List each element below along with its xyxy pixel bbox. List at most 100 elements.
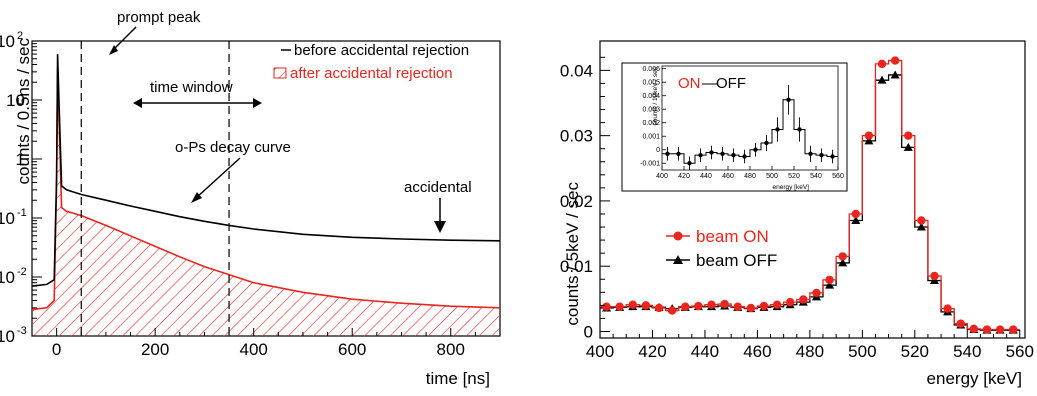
inset-x-tick-label: 500 bbox=[766, 173, 778, 180]
y-tick-label: 0.01 bbox=[560, 257, 593, 276]
beam-on-point bbox=[654, 303, 664, 313]
legend-on-marker bbox=[673, 231, 683, 241]
x-tick-label: 420 bbox=[638, 342, 666, 361]
beam-off-point bbox=[903, 142, 913, 151]
inset-x-tick-label: 460 bbox=[722, 173, 734, 180]
inset-point bbox=[687, 161, 692, 166]
y-tick-exponent: -2 bbox=[17, 266, 27, 278]
beam-on-point bbox=[877, 59, 887, 69]
inset-x-axis-title: energy [keV] bbox=[773, 184, 810, 191]
x-tick-label: 200 bbox=[141, 340, 169, 359]
y-tick-exponent: -3 bbox=[17, 325, 27, 337]
right-x-axis-title: energy [keV] bbox=[927, 369, 1022, 388]
inset-y-tick-label: 0.004 bbox=[642, 93, 660, 100]
time-window-label: time window bbox=[150, 79, 233, 96]
inset-point bbox=[786, 97, 791, 102]
y-tick-exponent: -1 bbox=[17, 207, 27, 219]
left-x-axis-title: time [ns] bbox=[426, 369, 490, 388]
legend-after-swatch bbox=[273, 67, 287, 79]
time-window-arrow bbox=[133, 98, 262, 108]
y-tick-label: 0 bbox=[584, 322, 593, 341]
inset-x-tick-label: 420 bbox=[678, 173, 690, 180]
inset-point bbox=[731, 152, 736, 158]
accidental-label: accidental bbox=[404, 179, 472, 196]
y-tick-label: 10 bbox=[0, 209, 15, 228]
inset-x-tick-label: 400 bbox=[656, 173, 668, 180]
inset-point bbox=[819, 152, 824, 158]
beam-on-point bbox=[930, 271, 939, 281]
x-tick-label: 400 bbox=[586, 342, 614, 361]
y-tick-label: 1 bbox=[16, 150, 25, 169]
decay-curve-arrow-head bbox=[191, 192, 202, 203]
inset-y-tick-label: 0.003 bbox=[642, 107, 660, 114]
inset-point bbox=[665, 151, 670, 156]
x-tick-label: 400 bbox=[239, 340, 267, 359]
y-tick-label: 0.03 bbox=[560, 127, 593, 146]
inset-point bbox=[698, 152, 703, 158]
inset-point bbox=[830, 154, 835, 159]
y-tick-exponent: 2 bbox=[17, 30, 23, 42]
inset-point bbox=[753, 147, 758, 152]
beam-off-point bbox=[825, 280, 835, 289]
inset-y-tick-label: 0 bbox=[656, 147, 660, 154]
inset-legend-on: ON bbox=[678, 75, 701, 92]
x-tick-label: 800 bbox=[437, 340, 465, 359]
beam-on-point bbox=[694, 301, 703, 311]
beam-on-point bbox=[995, 325, 1005, 334]
inset-legend-off: OFF bbox=[716, 75, 746, 92]
beam-on-point bbox=[746, 303, 756, 313]
y-tick-label: 10 bbox=[0, 327, 15, 346]
beam-off-point bbox=[851, 216, 861, 225]
beam-on-histogram bbox=[600, 59, 1020, 331]
beam-on-point bbox=[786, 297, 795, 307]
inset-legend-sep: — bbox=[702, 75, 717, 92]
legend-on-label: beam ON bbox=[696, 227, 769, 246]
decay-curve-arrow-shaft bbox=[195, 157, 241, 199]
beam-on-point bbox=[969, 324, 979, 334]
inset-y-axis-title: counts / 10keV / sec bbox=[652, 66, 659, 125]
beam-off-point bbox=[838, 258, 848, 267]
x-tick-label: 600 bbox=[338, 340, 366, 359]
right-legend: beam ON beam OFF bbox=[666, 227, 777, 270]
x-tick-label: 560 bbox=[1006, 342, 1034, 361]
after-rejection-hatch-area bbox=[32, 67, 500, 337]
legend-off-marker bbox=[673, 255, 683, 264]
beam-on-point bbox=[956, 319, 965, 328]
inset-point bbox=[742, 154, 747, 159]
inset-point bbox=[764, 140, 769, 146]
beam-on-point bbox=[890, 56, 900, 65]
y-tick-label: 10 bbox=[6, 91, 25, 110]
beam-off-point bbox=[864, 136, 874, 145]
beam-on-point bbox=[917, 216, 926, 225]
time-window-markers bbox=[80, 41, 230, 336]
x-tick-label: 0 bbox=[52, 340, 61, 359]
beam-on-point bbox=[812, 288, 821, 298]
left-legend: before accidental rejection after accide… bbox=[273, 42, 469, 82]
inset-point bbox=[808, 151, 813, 156]
x-tick-label: 440 bbox=[691, 342, 719, 361]
inset-y-tick-label: -0.001 bbox=[640, 161, 660, 168]
beam-on-point bbox=[825, 275, 834, 285]
x-tick-label: 520 bbox=[901, 342, 929, 361]
prompt-peak-arrow-head bbox=[109, 45, 118, 55]
legend-after-label: after accidental rejection bbox=[290, 65, 453, 82]
beam-on-point bbox=[982, 325, 992, 334]
inset-y-tick-label: 0.006 bbox=[642, 66, 660, 73]
beam-on-point bbox=[707, 300, 716, 309]
y-tick-label: 10 bbox=[0, 32, 15, 51]
inset-point bbox=[775, 127, 780, 132]
x-tick-label: 460 bbox=[743, 342, 771, 361]
y-tick-label: 10 bbox=[0, 268, 15, 287]
beam-on-point bbox=[667, 306, 677, 315]
left-x-axis: 0 200 400 600 800 bbox=[31, 328, 501, 359]
inset-x-tick-label: 560 bbox=[832, 173, 844, 180]
series-before-rejection-line bbox=[31, 54, 501, 287]
left-y-axis-title: counts / 0.5ns / sec bbox=[14, 38, 33, 185]
legend-off-label: beam OFF bbox=[696, 251, 777, 270]
y-tick-label: 0.04 bbox=[560, 61, 593, 80]
inset-point bbox=[720, 151, 725, 156]
inset-point bbox=[709, 150, 714, 155]
